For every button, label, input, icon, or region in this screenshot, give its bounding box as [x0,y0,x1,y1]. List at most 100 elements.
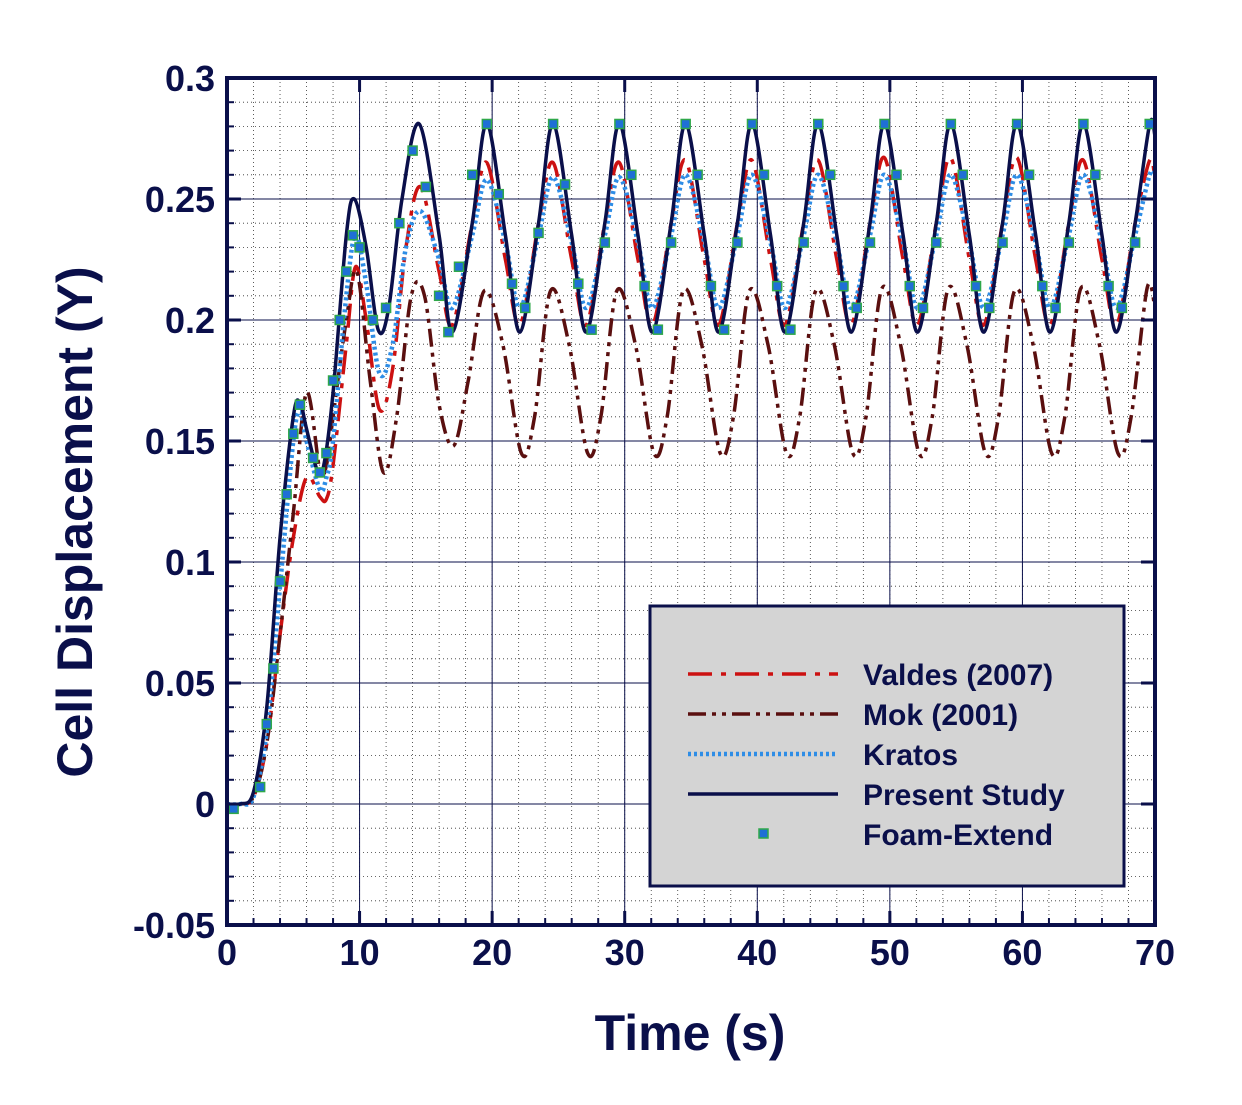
y-tick-label: 0.05 [145,663,215,704]
data-point [407,145,418,156]
legend-label: Present Study [863,779,1065,812]
data-point [354,242,365,253]
legend-label: Mok (2001) [863,699,1018,732]
legend-label: Valdes (2007) [863,659,1053,692]
data-point [341,266,352,277]
data-point [945,118,957,130]
data-point [1103,280,1114,292]
data-point [314,467,326,478]
legend: Valdes (2007) Mok (2001) Kratos Present Stu… [648,604,1126,888]
data-point [380,302,392,314]
data-point [851,302,862,314]
data-point [614,118,625,130]
data-point [573,278,584,289]
data-point [288,428,299,439]
data-point [718,324,730,335]
y-tick-label: 0.2 [165,300,215,341]
data-point [864,237,876,248]
x-tick-label: 40 [737,932,777,973]
series-foam-extend [228,118,1155,815]
data-point [443,326,454,338]
legend-items: Valdes (2007) Mok (2001) Kratos Present Stu… [688,659,1065,852]
data-point [547,118,559,130]
data-point [433,290,445,302]
data-point [680,118,691,130]
y-axis-title: Cell Displacement (Y) [47,266,103,777]
data-point [957,169,969,181]
data-point [347,230,359,241]
data-point [493,188,505,200]
data-point [559,179,571,190]
data-point [599,237,611,248]
legend-label: Kratos [863,739,958,772]
data-point [254,781,266,793]
data-point [261,718,273,730]
series-line-kratos [227,168,1155,807]
data-point [904,280,915,292]
data-point [758,169,770,181]
x-tick-label: 60 [1002,932,1042,973]
y-tick-label: 0.3 [165,58,215,99]
x-tick-label: 20 [472,932,512,973]
data-point [798,237,809,248]
data-point [1011,118,1023,130]
data-point [586,324,597,335]
data-point [1144,118,1155,130]
data-point [520,302,531,314]
data-point [420,181,432,193]
data-point [506,278,518,289]
y-tick-label: 0.1 [165,542,215,583]
data-point [1063,237,1075,248]
data-point [281,488,292,500]
data-point [294,399,306,410]
data-point [334,314,345,326]
data-point [771,280,783,292]
data-point [268,663,279,674]
data-point [931,237,942,248]
data-point [665,237,677,248]
data-point [394,217,405,229]
x-tick-label: 50 [870,932,910,973]
data-point [652,324,664,335]
data-point [1050,302,1061,314]
data-point [274,576,286,587]
data-point [970,280,982,292]
data-point [639,280,650,292]
plot-frame [225,76,1157,927]
data-point [1037,280,1048,292]
y-tick-label: 0.25 [145,179,215,220]
ticks-layer: 0 10 20 30 40 50 60 70-0.0500.050.10.150.20.250… [133,58,1175,973]
data-point [467,169,478,181]
data-point [321,447,332,459]
y-tick-label: -0.05 [133,905,215,946]
data-point [813,118,824,130]
x-tick-label: 10 [340,932,380,973]
data-point [824,169,836,181]
legend-box [648,604,1126,888]
legend-marker [758,828,769,839]
x-axis-title: Time (s) [595,1005,786,1061]
data-point [533,227,544,239]
data-point [785,324,796,335]
data-point [732,237,743,248]
data-point [626,169,637,181]
data-point [1116,302,1128,314]
data-point [1023,169,1035,181]
data-point [367,314,379,326]
data-point [1078,118,1089,130]
data-point [692,169,703,181]
data-point [917,302,929,314]
series-layer [227,117,1155,815]
data-point [879,118,890,130]
data-point [228,803,239,815]
data-point [1090,169,1101,181]
legend-label: Foam-Extend [863,819,1053,852]
data-point [453,261,465,273]
x-tick-label: 70 [1135,932,1175,973]
data-point [746,118,758,130]
data-point [307,452,319,464]
data-point [481,118,493,130]
y-tick-label: 0.15 [145,421,215,462]
data-point [997,237,1008,248]
